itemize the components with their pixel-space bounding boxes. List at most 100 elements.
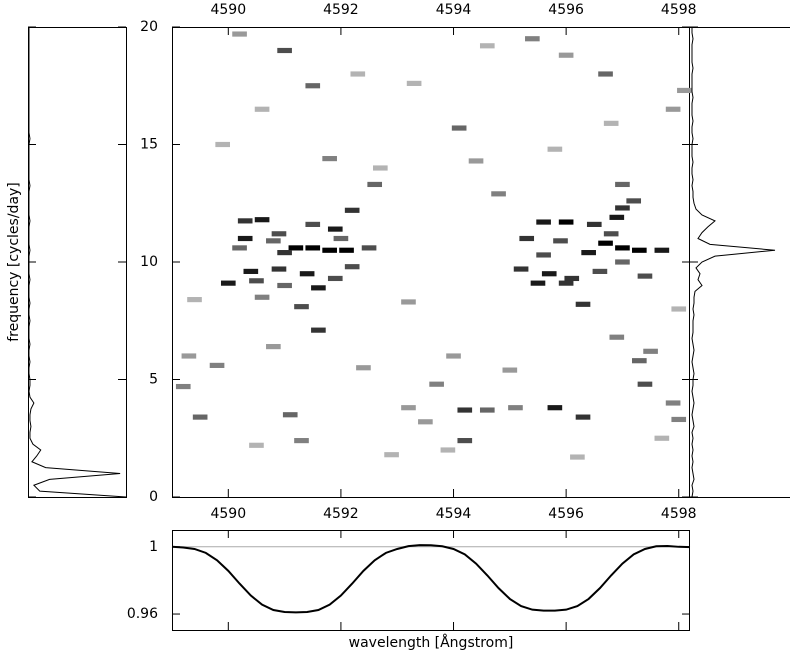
heat-cell xyxy=(327,226,343,232)
heat-cell xyxy=(519,235,535,242)
heat-cell xyxy=(215,141,230,148)
power-spectrum xyxy=(691,27,776,498)
heat-cell xyxy=(266,238,281,244)
heat-cell xyxy=(249,278,264,284)
heat-cell xyxy=(266,344,281,350)
heat-cell xyxy=(429,381,444,387)
heat-cell xyxy=(615,181,630,188)
heat-cell xyxy=(558,219,574,225)
heat-cell xyxy=(350,71,366,77)
heat-cell xyxy=(581,250,596,256)
heat-cell xyxy=(615,259,630,265)
heat-cell xyxy=(558,280,574,286)
heat-cell xyxy=(525,36,540,42)
x-tick-label-top: 4594 xyxy=(436,2,472,18)
heat-cell xyxy=(637,273,653,279)
heat-cell xyxy=(305,83,321,89)
heat-cell xyxy=(344,264,360,270)
heat-cell xyxy=(502,367,518,373)
heat-cell xyxy=(654,435,670,441)
heat-cell xyxy=(536,252,551,258)
heat-cell xyxy=(632,358,647,364)
heat-cell xyxy=(609,334,625,340)
y-tick-label: 10 xyxy=(140,254,158,270)
y-tick-label: 0.96 xyxy=(127,606,158,622)
y-axis-label: frequency [cycles/day] xyxy=(6,182,22,342)
heat-cell xyxy=(220,280,236,286)
heat-cell xyxy=(558,52,574,58)
heat-cell xyxy=(406,80,422,86)
heat-cell xyxy=(401,405,416,411)
heat-cell xyxy=(440,447,456,453)
heat-cell xyxy=(277,250,292,256)
heat-cell xyxy=(361,245,377,251)
heat-cell xyxy=(570,454,585,460)
heat-cell xyxy=(249,442,264,448)
heat-cell xyxy=(615,245,630,251)
heat-cell xyxy=(603,231,619,237)
x-tick-label-bottom: 4598 xyxy=(661,506,697,522)
heat-cell xyxy=(322,247,337,253)
heat-cell xyxy=(541,271,557,277)
heat-cell xyxy=(418,419,433,425)
heat-cell xyxy=(277,47,292,54)
heat-cell xyxy=(677,87,692,94)
y-tick-label: 1 xyxy=(149,539,158,555)
heat-cell xyxy=(327,275,343,282)
heat-cell xyxy=(282,412,298,418)
heat-cell xyxy=(586,221,602,227)
heat-cell xyxy=(384,452,399,458)
x-tick-label-bottom: 4594 xyxy=(436,506,472,522)
left-panel-frame xyxy=(28,27,127,498)
heat-cell xyxy=(479,407,495,413)
heat-cell xyxy=(401,299,416,305)
heat-cell xyxy=(254,217,270,223)
heat-cell xyxy=(187,297,202,303)
heat-cell xyxy=(615,205,630,211)
heat-cell xyxy=(626,198,642,204)
x-tick-label-bottom: 4596 xyxy=(548,506,584,522)
line-profile xyxy=(171,544,691,614)
heat-cell xyxy=(344,207,360,213)
heat-cell xyxy=(181,353,197,359)
x-tick-label-bottom: 4590 xyxy=(210,506,246,522)
heat-cell xyxy=(232,31,247,37)
heat-cell xyxy=(457,407,473,413)
heat-cell xyxy=(192,414,208,420)
heat-cell xyxy=(508,405,523,411)
heat-cell xyxy=(547,405,563,411)
heat-cell xyxy=(277,282,292,289)
heat-cell xyxy=(237,218,253,224)
heat-cell xyxy=(671,306,687,312)
heat-cell xyxy=(271,266,287,272)
heat-cell xyxy=(536,219,551,225)
heat-cell xyxy=(468,158,484,164)
heat-cell xyxy=(553,238,568,244)
heat-cell xyxy=(665,106,681,112)
heat-cell xyxy=(654,247,670,253)
heat-cell xyxy=(491,191,506,197)
heat-cell xyxy=(671,416,687,423)
heat-cell xyxy=(643,348,658,354)
heat-cell xyxy=(294,438,309,444)
heat-cell xyxy=(243,268,259,274)
heat-cell xyxy=(339,247,354,253)
heat-cell xyxy=(305,245,321,251)
heat-cell xyxy=(299,271,315,277)
y-tick-label: 5 xyxy=(149,372,158,388)
right-panel-frame xyxy=(689,27,790,498)
heat-cell xyxy=(592,268,608,274)
main-panel-frame xyxy=(172,27,690,498)
heat-cell xyxy=(665,400,681,406)
heat-cell xyxy=(271,231,287,237)
heat-cell xyxy=(564,275,580,282)
heat-cell xyxy=(367,181,383,188)
heat-cell xyxy=(530,280,546,286)
y-tick-label: 20 xyxy=(140,19,158,35)
x-tick-label-top: 4596 xyxy=(548,2,584,18)
heat-cell xyxy=(356,365,371,371)
heat-cell xyxy=(609,214,625,220)
power-spectrum xyxy=(28,27,127,498)
